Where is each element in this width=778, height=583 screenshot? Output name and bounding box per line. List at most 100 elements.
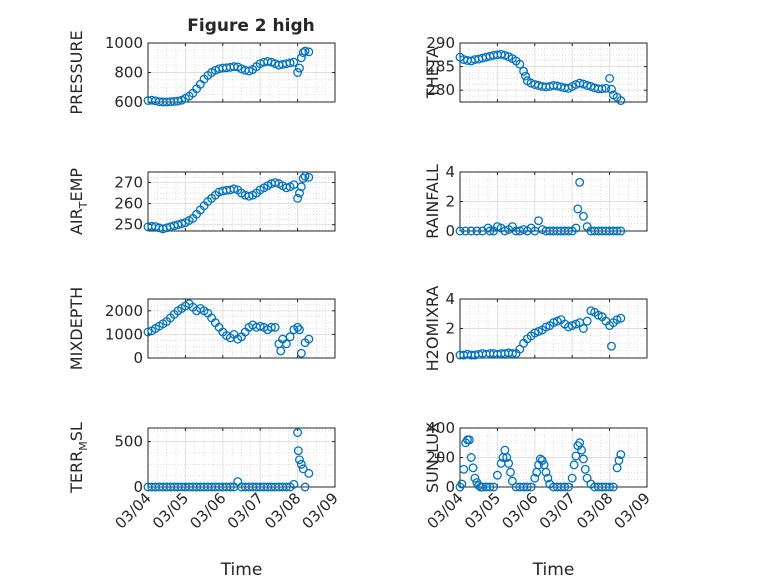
- data-point: [614, 456, 624, 465]
- y-tick-label: 1000: [105, 325, 143, 343]
- y-axis-label: H2OMIXRA: [423, 286, 442, 372]
- data-point: [281, 339, 291, 349]
- data-point: [293, 322, 303, 332]
- data-point: [530, 473, 540, 483]
- data-point: [295, 63, 304, 73]
- data-point: [560, 482, 570, 492]
- data-point: [485, 482, 495, 492]
- data-point: [612, 226, 622, 236]
- data-point: [504, 458, 514, 468]
- data-point: [300, 482, 310, 492]
- y-tick-label: 0: [133, 478, 143, 496]
- data-point: [485, 226, 495, 236]
- y-tick-label: 1000: [105, 34, 143, 52]
- data-point: [244, 191, 254, 201]
- y-axis-label: AIRTEMP: [67, 168, 90, 235]
- data-point: [300, 46, 310, 56]
- data-point: [616, 450, 626, 459]
- y-tick-label: 290: [426, 34, 455, 52]
- data-point: [296, 348, 306, 358]
- data-point: [521, 71, 530, 81]
- data-point: [564, 226, 573, 236]
- y-tick-label: 260: [114, 195, 143, 213]
- data-point: [466, 226, 476, 236]
- data-point: [225, 482, 235, 492]
- data-point: [143, 327, 153, 337]
- data-point: [580, 464, 590, 474]
- data-point: [597, 84, 607, 94]
- data-point: [526, 482, 536, 492]
- y-tick-label: 285: [426, 58, 455, 76]
- y-tick-label: 270: [114, 174, 143, 192]
- data-point: [464, 435, 474, 445]
- data-point: [578, 454, 588, 464]
- data-point: [515, 59, 525, 69]
- data-point: [466, 453, 476, 462]
- data-point: [564, 482, 573, 492]
- data-point: [461, 226, 471, 236]
- y-tick-label: 2000: [105, 302, 143, 320]
- data-point: [578, 324, 588, 333]
- y-tick-label: 0: [133, 349, 143, 367]
- data-point: [296, 459, 306, 469]
- y-axis-label: MIXDEPTH: [67, 287, 86, 370]
- data-point: [569, 460, 579, 470]
- data-point: [295, 455, 304, 465]
- data-point: [578, 211, 588, 221]
- data-point: [296, 182, 306, 192]
- y-tick-label: 500: [114, 433, 143, 451]
- y-axis-label: TERRMSL: [67, 422, 90, 494]
- data-point: [177, 219, 187, 229]
- data-point: [270, 322, 280, 332]
- data-point: [470, 473, 480, 483]
- data-point: [289, 479, 299, 489]
- data-point: [519, 66, 529, 76]
- data-point: [285, 332, 295, 342]
- y-tick-label: 2: [445, 193, 455, 211]
- data-point: [616, 96, 626, 106]
- y-tick-label: 4: [445, 163, 455, 181]
- y-tick-label: 2: [445, 320, 455, 338]
- data-point: [295, 325, 304, 335]
- data-point: [304, 468, 314, 478]
- data-point: [575, 177, 585, 187]
- data-point: [255, 321, 265, 331]
- figure-title: Figure 2 high: [187, 16, 315, 36]
- y-axis-label: THETA: [423, 47, 442, 99]
- y-axis-label: PRESSURE: [67, 30, 86, 114]
- subplot-pressure: 600 800 1000 PRESSURE: [67, 30, 336, 115]
- data-point: [567, 473, 577, 483]
- data-point: [455, 226, 465, 236]
- data-point: [605, 482, 615, 492]
- data-point: [293, 193, 303, 203]
- data-point: [300, 171, 310, 181]
- data-point: [608, 482, 618, 492]
- data-point: [489, 482, 499, 492]
- axes-box: [147, 171, 336, 232]
- data-point: [266, 322, 276, 332]
- data-point: [304, 334, 314, 344]
- data-point: [571, 451, 581, 461]
- data-point: [506, 467, 515, 477]
- data-point: [281, 482, 291, 492]
- data-point: [502, 453, 512, 462]
- data-point: [289, 57, 299, 67]
- y-tick-label: 0: [445, 478, 455, 496]
- data-point: [281, 183, 291, 193]
- data-point: [577, 445, 586, 455]
- data-point: [276, 346, 286, 356]
- data-point: [522, 482, 532, 492]
- x-axis-label: Time: [532, 560, 575, 580]
- y-tick-label: 0: [445, 222, 455, 240]
- data-point: [607, 84, 616, 94]
- y-tick-label: 4: [445, 290, 455, 308]
- data-point: [270, 178, 280, 187]
- data-point: [541, 467, 551, 477]
- data-point: [293, 446, 303, 456]
- data-point: [571, 223, 581, 233]
- data-point: [293, 68, 303, 77]
- data-point: [507, 349, 517, 359]
